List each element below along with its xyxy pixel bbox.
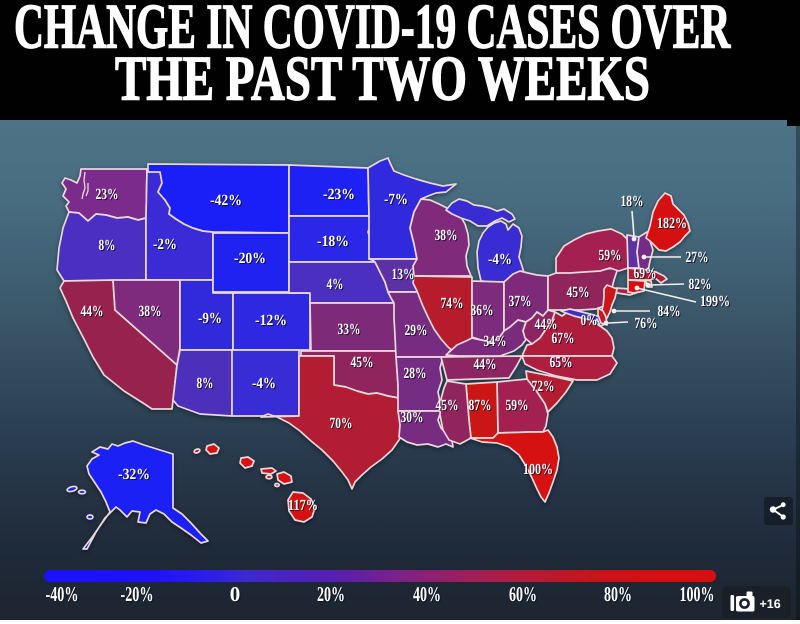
svg-text:34%: 34% [484, 333, 507, 350]
svg-text:59%: 59% [506, 397, 529, 414]
svg-text:44%: 44% [81, 303, 104, 320]
svg-text:100%: 100% [680, 582, 715, 606]
svg-text:-2%: -2% [153, 236, 177, 253]
svg-text:29%: 29% [405, 322, 428, 339]
svg-text:-20%: -20% [121, 582, 154, 606]
svg-text:8%: 8% [197, 375, 214, 392]
svg-text:-9%: -9% [198, 310, 222, 327]
svg-text:13%: 13% [392, 266, 415, 283]
svg-text:-12%: -12% [255, 312, 287, 329]
svg-text:28%: 28% [404, 365, 427, 382]
svg-text:37%: 37% [509, 293, 532, 310]
svg-text:45%: 45% [436, 397, 459, 414]
svg-text:+16: +16 [760, 597, 781, 611]
svg-text:-18%: -18% [317, 233, 349, 250]
svg-text:80%: 80% [604, 582, 632, 606]
svg-text:0: 0 [230, 582, 241, 606]
svg-text:76%: 76% [635, 315, 658, 332]
svg-text:20%: 20% [317, 582, 345, 606]
svg-text:-4%: -4% [488, 251, 512, 268]
svg-text:117%: 117% [288, 497, 318, 514]
svg-text:100%: 100% [523, 461, 553, 478]
svg-text:38%: 38% [139, 303, 162, 320]
svg-text:4%: 4% [327, 276, 344, 293]
svg-text:-20%: -20% [234, 250, 266, 267]
svg-text:-32%: -32% [118, 466, 150, 483]
svg-text:72%: 72% [532, 378, 555, 395]
svg-text:-42%: -42% [210, 192, 242, 209]
svg-text:36%: 36% [471, 302, 494, 319]
svg-text:8%: 8% [99, 237, 116, 254]
svg-text:18%: 18% [621, 193, 644, 210]
svg-text:65%: 65% [550, 354, 573, 371]
svg-text:59%: 59% [599, 247, 622, 264]
svg-text:33%: 33% [338, 321, 361, 338]
svg-text:82%: 82% [689, 276, 712, 293]
svg-text:38%: 38% [435, 227, 458, 244]
svg-text:45%: 45% [351, 354, 374, 371]
svg-text:182%: 182% [657, 215, 687, 232]
svg-text:67%: 67% [552, 330, 575, 347]
svg-text:44%: 44% [535, 316, 558, 333]
svg-text:87%: 87% [469, 397, 492, 414]
svg-text:30%: 30% [401, 409, 424, 426]
svg-text:-7%: -7% [384, 191, 408, 208]
svg-text:-23%: -23% [323, 186, 355, 203]
svg-text:44%: 44% [474, 356, 497, 373]
svg-text:199%: 199% [700, 293, 730, 310]
svg-text:-40%: -40% [46, 582, 79, 606]
svg-text:-4%: -4% [252, 375, 276, 392]
svg-text:40%: 40% [413, 582, 441, 606]
svg-text:45%: 45% [567, 284, 590, 301]
svg-text:27%: 27% [686, 249, 709, 266]
svg-text:84%: 84% [658, 303, 681, 320]
svg-text:0%: 0% [581, 312, 598, 329]
svg-text:69%: 69% [634, 265, 657, 282]
svg-text:23%: 23% [96, 186, 119, 203]
svg-text:70%: 70% [330, 415, 353, 432]
svg-text:60%: 60% [509, 582, 537, 606]
svg-text:74%: 74% [441, 295, 464, 312]
